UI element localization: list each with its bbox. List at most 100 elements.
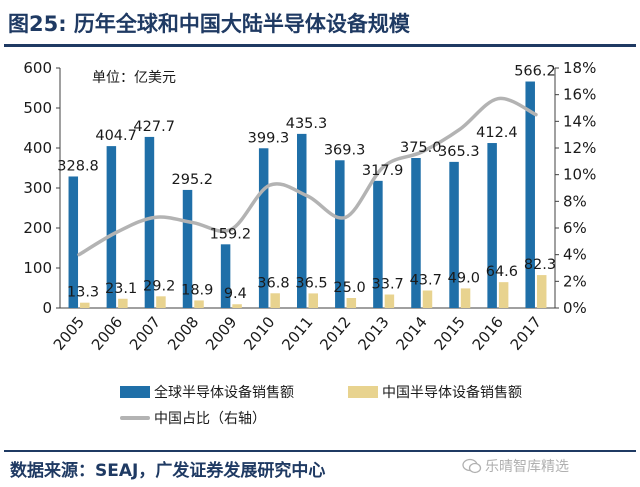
x-tick-label: 2005 — [50, 313, 88, 354]
chart-canvas: 0 100 200 300 400 500 600 0% 2% 4% 6% 8% 10% 12% 14% 16… — [23, 59, 596, 354]
data-label-china: 29.2 — [143, 278, 175, 294]
ratio-line-group — [77, 96, 538, 257]
bar-china — [422, 290, 433, 308]
chart-title: 图25: 历年全球和中国大陆半导体设备规模 — [8, 12, 410, 36]
x-tick-label: 2006 — [88, 313, 126, 354]
bar-global — [258, 148, 269, 308]
bar-global — [449, 161, 459, 308]
data-label-china: 36.8 — [257, 275, 289, 291]
title-divider — [4, 44, 636, 47]
legend-item-ratio: 中国占比（右轴） — [120, 408, 266, 428]
data-label-global: 566.2 — [514, 64, 556, 80]
x-tick-label: 2011 — [278, 313, 316, 354]
y2-tick-label: 14% — [563, 112, 596, 130]
legend-item-china: 中国半导体设备销售额 — [348, 382, 522, 402]
bar-china — [270, 293, 280, 308]
y2-tick-label: 12% — [563, 139, 596, 157]
data-label-china: 9.4 — [224, 286, 247, 302]
y-tick-label: 300 — [23, 179, 52, 197]
bar-global — [144, 136, 155, 308]
data-label-global: 404.7 — [95, 128, 137, 144]
data-label-china: 43.7 — [410, 273, 442, 289]
legend-swatch-global — [120, 386, 150, 398]
bar-global — [411, 158, 421, 308]
bar-china — [80, 302, 90, 308]
data-label-china: 49.0 — [448, 270, 480, 286]
watermark-text: 乐晴智库精选 — [485, 459, 569, 475]
x-tick-label: 2009 — [202, 313, 240, 354]
y-tick-label: 600 — [23, 59, 52, 77]
legend-swatch-china — [348, 386, 378, 398]
x-tick-label: 2012 — [316, 313, 354, 354]
y-tick-label: 400 — [23, 139, 52, 157]
bar-global — [106, 146, 117, 308]
bar-global — [182, 189, 193, 308]
bar-china — [498, 282, 509, 308]
legend-label-global: 全球半导体设备销售额 — [154, 385, 294, 401]
data-label-china: 25.0 — [333, 280, 365, 296]
legend-item-global: 全球半导体设备销售额 — [120, 382, 294, 402]
y-tick-label: 200 — [23, 219, 52, 237]
data-label-global: 427.7 — [133, 119, 175, 135]
bar-global — [335, 160, 345, 308]
bar-china — [232, 304, 242, 308]
bar-china — [460, 288, 471, 308]
x-tick-label: 2014 — [392, 313, 430, 354]
bar-china — [346, 298, 357, 308]
data-label-global: 328.8 — [57, 158, 99, 174]
bar-global — [373, 180, 383, 308]
data-label-global: 375.0 — [400, 140, 442, 156]
data-label-global: 399.3 — [248, 130, 290, 146]
x-tick-label: 2010 — [240, 313, 278, 354]
chart-axes: 0 100 200 300 400 500 600 0% 2% 4% 6% 8% 10% 12% 14% 16… — [23, 59, 596, 354]
source-note: 数据来源：SEAJ，广发证券发展研究中心 — [10, 461, 326, 481]
bar-china — [156, 296, 166, 308]
data-label-global: 365.3 — [438, 144, 480, 160]
wechat-logo-icon — [462, 458, 482, 474]
bar-global — [297, 133, 307, 308]
y2-tick-label: 8% — [563, 192, 587, 210]
data-label-global: 317.9 — [362, 163, 404, 179]
bar-china — [536, 275, 547, 308]
data-label-china: 23.1 — [105, 281, 137, 297]
bar-china — [308, 293, 318, 308]
bar-china — [118, 298, 128, 308]
legend: 全球半导体设备销售额 中国半导体设备销售额 中国占比（右轴） — [90, 378, 610, 430]
data-label-china: 64.6 — [486, 264, 518, 280]
data-label-global: 369.3 — [324, 142, 366, 158]
data-label-group: 328.8 13.3 404.7 23.1 427.7 29.2 295.2 18.9 159.… — [57, 64, 556, 303]
x-tick-label: 2015 — [431, 313, 469, 354]
data-label-global: 159.2 — [210, 226, 252, 242]
bar-group — [68, 81, 547, 308]
data-label-china: 33.7 — [372, 277, 404, 293]
unit-label: 单位：亿美元 — [92, 70, 176, 86]
bar-global — [68, 176, 79, 308]
bar-global — [487, 143, 497, 308]
y2-tick-label: 16% — [563, 86, 596, 104]
y-tick-label: 0 — [42, 299, 52, 317]
legend-swatch-ratio — [120, 416, 150, 420]
bar-china — [194, 300, 204, 308]
data-label-china: 13.3 — [67, 285, 99, 301]
data-label-china: 82.3 — [524, 257, 556, 273]
x-tick-label: 2008 — [164, 313, 202, 354]
data-label-china: 36.5 — [295, 275, 327, 291]
x-tick-label: 2007 — [126, 313, 164, 354]
y2-tick-label: 4% — [563, 246, 587, 264]
data-label-global: 295.2 — [172, 172, 214, 188]
x-tick-label: 2016 — [469, 313, 507, 354]
data-label-china: 18.9 — [181, 282, 213, 298]
y-tick-label: 500 — [23, 99, 52, 117]
y-tick-label: 100 — [23, 259, 52, 277]
data-label-global: 435.3 — [286, 116, 328, 132]
footer-divider — [4, 450, 636, 452]
bar-global — [525, 81, 535, 308]
y2-tick-label: 2% — [563, 272, 587, 290]
title-bar: 图25: 历年全球和中国大陆半导体设备规模 — [0, 0, 640, 47]
x-tick-label: 2013 — [354, 313, 392, 354]
data-label-global: 412.4 — [476, 125, 518, 141]
x-tick-label: 2017 — [507, 313, 545, 354]
bar-global — [220, 244, 231, 308]
y2-tick-label: 6% — [563, 219, 587, 237]
bar-china — [384, 294, 395, 308]
